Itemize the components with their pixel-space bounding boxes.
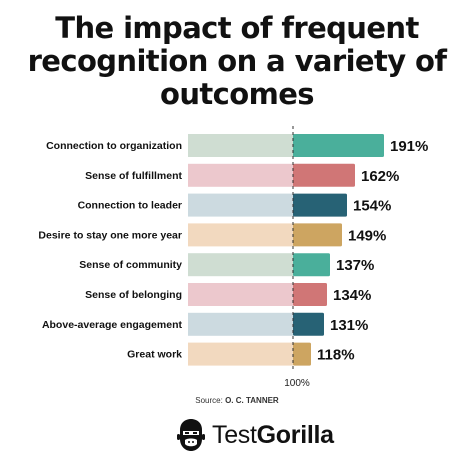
baseline-bar [188, 223, 293, 247]
value-label: 118% [317, 347, 355, 364]
baseline-bar [188, 134, 293, 157]
value-bar [293, 193, 347, 217]
value-bar [293, 223, 342, 247]
source-name: O. C. TANNER [225, 396, 279, 405]
category-label: Desire to stay one more year [38, 229, 182, 241]
value-label: 134% [333, 287, 371, 304]
baseline-bar [188, 193, 293, 217]
source-note: Source: O. C. TANNER [0, 396, 474, 405]
category-label: Sense of belonging [85, 289, 182, 301]
value-bar [293, 342, 311, 366]
baseline-bar [188, 312, 293, 336]
value-label: 137% [336, 257, 374, 274]
value-bar [293, 134, 384, 157]
title-line-1: The impact of frequent [55, 11, 419, 45]
brand-logo: TestGorilla [176, 417, 334, 453]
bar-chart: Connection to organization 191% Sense of f… [38, 126, 428, 389]
baseline-bar [188, 163, 293, 187]
title-line-2: recognition on a variety of [27, 44, 447, 78]
value-bar [293, 312, 324, 336]
brand-suffix: Gorilla [256, 420, 334, 449]
brand-prefix: Test [212, 420, 257, 449]
category-label: Sense of fulfillment [85, 170, 182, 182]
chart-title: The impact of frequent recognition on a … [0, 12, 474, 111]
source-label: Source: [195, 396, 223, 405]
gorilla-head-icon [177, 419, 205, 451]
value-label: 131% [330, 317, 368, 334]
baseline-label: 100% [284, 378, 310, 389]
category-label: Sense of community [79, 259, 182, 271]
value-bar [293, 253, 330, 277]
brand-name: TestGorilla [212, 421, 334, 450]
baseline-bar [188, 283, 293, 306]
category-label: Connection to leader [78, 200, 182, 212]
baseline-bar [188, 253, 293, 277]
value-label: 154% [353, 198, 391, 215]
value-label: 149% [348, 227, 386, 244]
title-line-3: outcomes [160, 77, 315, 111]
category-label: Great work [127, 349, 182, 361]
value-label: 162% [361, 168, 399, 185]
baseline-bar [188, 342, 293, 366]
value-label: 191% [390, 138, 428, 155]
value-bar [293, 283, 327, 306]
category-label: Connection to organization [46, 140, 182, 152]
value-bar [293, 163, 355, 187]
category-label: Above-average engagement [42, 319, 183, 331]
